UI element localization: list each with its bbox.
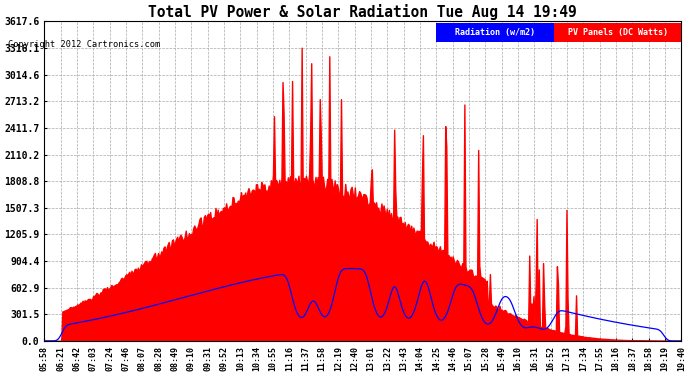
Title: Total PV Power & Solar Radiation Tue Aug 14 19:49: Total PV Power & Solar Radiation Tue Aug… <box>148 4 577 20</box>
Text: Copyright 2012 Cartronics.com: Copyright 2012 Cartronics.com <box>8 40 161 49</box>
